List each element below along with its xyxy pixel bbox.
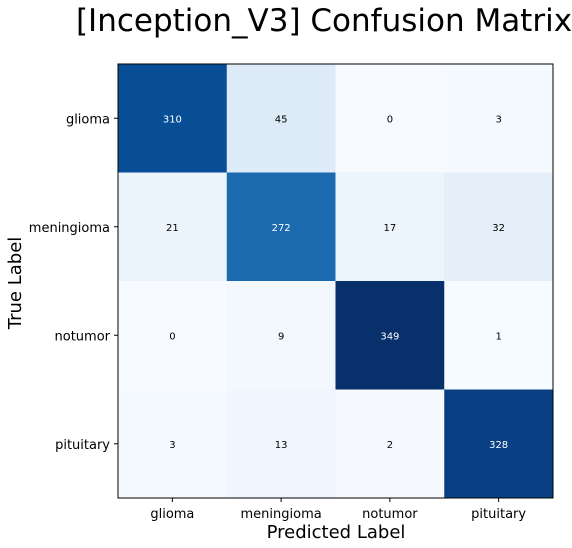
cell-value-label: 1 [495,331,501,342]
y-tick-label: meningioma [29,221,110,236]
cell-value-label: 9 [278,331,284,342]
heatmap-cell [226,172,336,282]
x-tick-label: glioma [150,507,194,522]
heatmap-cell [444,389,554,499]
cell-value-label: 21 [166,223,179,234]
x-tick-label: meningioma [241,507,322,522]
cell-value-label: 17 [384,223,397,234]
cell-value-label: 0 [387,114,393,125]
x-tick-label: notumor [362,507,418,522]
heatmap-cell [335,172,445,282]
heatmap-cell [335,389,445,499]
y-tick-label: notumor [55,329,111,344]
x-tick-label: pituitary [471,507,526,522]
y-tick-label: pituitary [55,438,110,453]
heatmap-cell [118,64,228,173]
cell-value-label: 45 [275,114,288,125]
heatmap-cell [226,281,336,390]
heatmap-cell [226,64,336,173]
cell-value-label: 3 [169,440,175,451]
heatmap-cells [118,64,554,499]
heatmap-cell [444,172,554,282]
cell-value-label: 349 [380,331,399,342]
x-axis-label: Predicted Label [267,522,406,543]
heatmap-cell [226,389,336,499]
heatmap-cell [444,281,554,390]
cell-value-label: 310 [163,114,182,125]
cell-value-label: 0 [169,331,175,342]
plot-frame [117,63,554,499]
cell-value-label: 328 [489,440,508,451]
cell-value-labels: 310 45 0 321 272 17 320 9 349 13 13 2 328 [163,114,508,451]
chart-title: [Inception_V3] Confusion Matrix [76,3,572,39]
cell-value-label: 13 [275,440,288,451]
heatmap-cell [118,172,228,282]
y-axis-ticks: glioma meningioma notumor pituitary [29,112,118,453]
cell-value-label: 3 [495,114,501,125]
heatmap-cell [335,281,445,390]
cell-value-label: 2 [387,440,393,451]
heatmap-cell [335,64,445,173]
heatmap-cell [118,389,228,499]
heatmap-cell [444,64,554,173]
y-axis-label: True Label [5,237,26,331]
heatmap-cell [118,281,228,390]
x-axis-ticks: glioma meningioma notumor pituitary [150,498,526,522]
y-tick-label: glioma [66,112,110,127]
cell-value-label: 32 [492,223,505,234]
cell-value-label: 272 [272,223,291,234]
